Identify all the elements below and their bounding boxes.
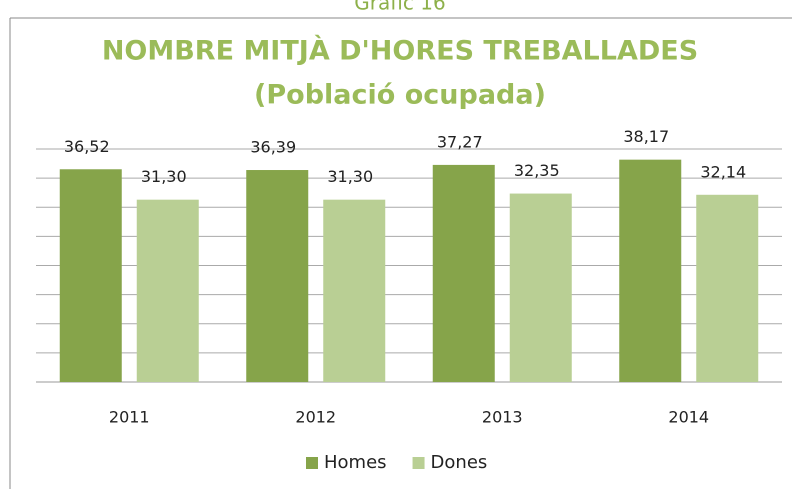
legend-swatch <box>306 457 318 469</box>
bar <box>246 170 309 382</box>
chart-title: NOMBRE MITJÀ D'HORES TREBALLADES <box>102 35 698 67</box>
data-label: 37,27 <box>437 132 483 151</box>
x-tick-label: 2014 <box>668 408 709 427</box>
data-label: 36,39 <box>250 138 296 157</box>
x-tick-label: 2011 <box>109 408 150 427</box>
data-label: 32,35 <box>514 161 560 180</box>
data-label: 38,17 <box>623 127 669 146</box>
legend-swatch <box>412 457 425 469</box>
bar <box>432 164 495 382</box>
legend-label: Homes <box>324 452 387 473</box>
x-tick-label: 2012 <box>295 408 336 427</box>
data-label: 31,30 <box>141 167 187 186</box>
bar <box>619 159 682 382</box>
data-label: 31,30 <box>327 167 373 186</box>
bar <box>509 193 572 382</box>
data-label: 32,14 <box>700 162 746 181</box>
bar <box>59 169 122 382</box>
legend-label: Dones <box>431 452 488 473</box>
chart-subtitle: (Població ocupada) <box>254 80 546 111</box>
bar <box>696 194 759 382</box>
bar <box>323 199 386 382</box>
data-label: 36,52 <box>64 137 110 156</box>
x-tick-label: 2013 <box>482 408 523 427</box>
bar <box>136 199 199 382</box>
caption: Gràfic 16 <box>354 0 445 15</box>
